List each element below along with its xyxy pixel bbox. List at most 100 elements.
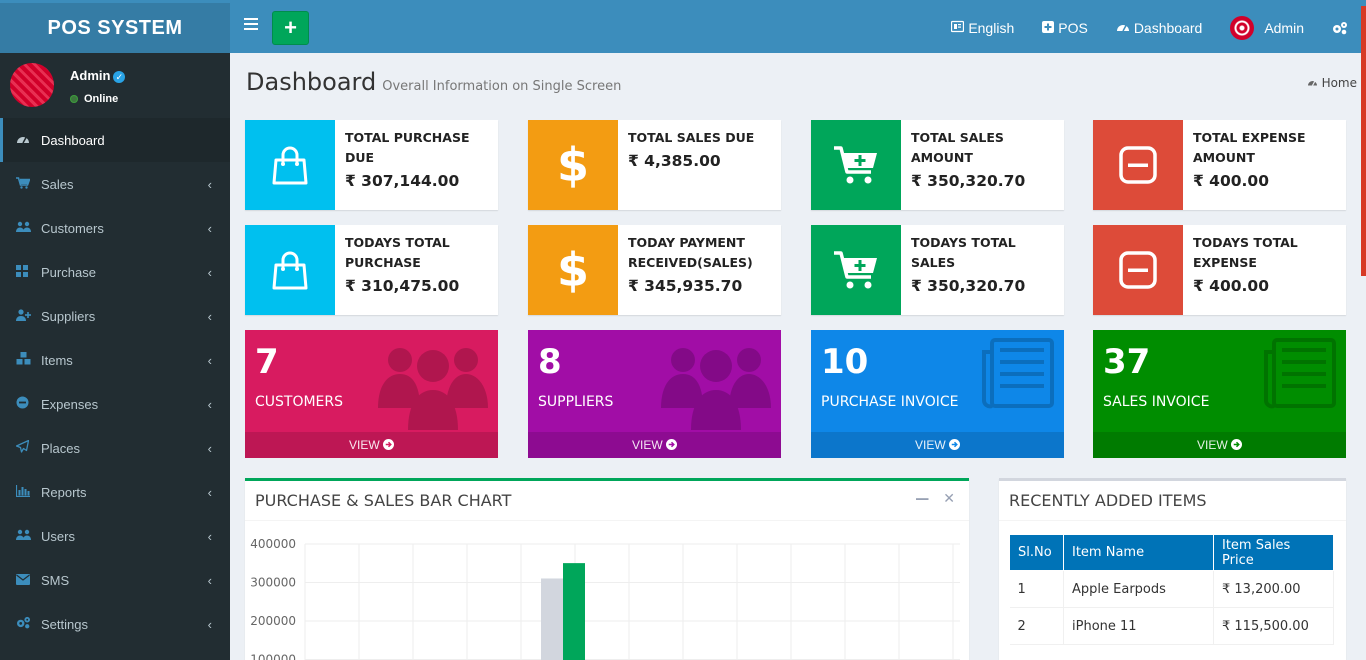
table-header[interactable]: Sl.No (1009, 534, 1064, 571)
info-box-value: ₹ 307,144.00 (345, 172, 460, 190)
user-name: Admin ✓ (70, 68, 126, 83)
main-content: Dashboard Overall Information on Single S… (230, 53, 1361, 660)
sidebar-toggle-icon[interactable] (244, 18, 258, 30)
language-menu[interactable]: English (937, 3, 1028, 53)
sidebar-item-label: SMS (41, 572, 70, 588)
user-status: Online (70, 93, 118, 105)
y-tick-label: 400000 (250, 537, 296, 551)
users-icon (16, 221, 41, 236)
chevron-left-icon: ‹ (207, 396, 212, 412)
stat-box-customers: 7 CUSTOMERS VIEW (245, 330, 498, 458)
flag-icon (951, 20, 965, 36)
chevron-left-icon: ‹ (207, 616, 212, 632)
info-box: TODAYS TOTAL EXPENSE ₹ 400.00 (1093, 225, 1346, 315)
info-box-label: TOTAL SALES DUE ₹ 4,385.00 (628, 128, 775, 174)
dashboard-icon (1307, 76, 1322, 90)
sidebar-item-label: Suppliers (41, 308, 96, 324)
chart-bar (541, 578, 563, 660)
app-logo[interactable]: POS SYSTEM (0, 0, 230, 53)
cubes-icon (16, 352, 41, 368)
user-menu[interactable]: Admin (1216, 3, 1318, 53)
user-plus-icon (16, 308, 41, 324)
pos-label: POS (1058, 20, 1088, 36)
chevron-left-icon: ‹ (207, 528, 212, 544)
chevron-left-icon: ‹ (207, 220, 212, 236)
chevron-left-icon: ‹ (207, 572, 212, 588)
view-link[interactable]: VIEW (811, 432, 1064, 458)
info-box: TODAYS TOTAL SALES ₹ 350,320.70 (811, 225, 1064, 315)
sidebar-item-label: Users (41, 528, 75, 544)
language-label: English (968, 20, 1015, 36)
stat-label: SALES INVOICE (1103, 394, 1210, 410)
sidebar-item-users[interactable]: Users ‹ (0, 514, 230, 558)
info-box-label: TOTAL EXPENSE AMOUNT ₹ 400.00 (1193, 128, 1340, 194)
collapse-icon[interactable]: — (915, 491, 930, 507)
plus-square-icon (1042, 20, 1055, 36)
breadcrumb[interactable]: Home (1307, 76, 1357, 90)
view-link[interactable]: VIEW (528, 432, 781, 458)
close-icon[interactable]: ✕ (943, 491, 955, 507)
svg-text:$: $ (557, 141, 589, 189)
verified-icon: ✓ (113, 71, 126, 83)
sidebar-item-reports[interactable]: Reports ‹ (0, 470, 230, 514)
sidebar-item-label: Purchase (41, 264, 96, 280)
info-box-value: ₹ 400.00 (1193, 277, 1269, 295)
y-tick-label: 200000 (250, 614, 296, 628)
sidebar-item-label: Places (41, 440, 81, 456)
dashboard-icon (16, 133, 41, 148)
page-scrollbar[interactable] (1361, 6, 1366, 276)
table-cell: 2 (1009, 607, 1064, 645)
sidebar-item-label: Settings (41, 616, 88, 632)
sidebar-item-dashboard[interactable]: Dashboard (0, 118, 230, 162)
bar-chart-box-header: PURCHASE & SALES BAR CHART — ✕ (245, 481, 969, 521)
stat-label: PURCHASE INVOICE (821, 394, 959, 410)
cart-plus-icon (811, 225, 901, 315)
y-tick-label: 300000 (250, 576, 296, 590)
info-box-value: ₹ 4,385.00 (628, 152, 721, 170)
bar-chart-title: PURCHASE & SALES BAR CHART (255, 491, 512, 510)
stat-box-sales-invoice: 37 SALES INVOICE VIEW (1093, 330, 1346, 458)
info-box-value: ₹ 345,935.70 (628, 277, 743, 295)
dashboard-link[interactable]: Dashboard (1102, 3, 1217, 53)
status-dot-icon (70, 95, 78, 103)
users-icon (378, 338, 488, 435)
stat-count: 7 (255, 342, 279, 382)
table-cell: ₹ 115,500.00 (1213, 607, 1334, 645)
sidebar-item-sms[interactable]: SMS ‹ (0, 558, 230, 602)
chevron-left-icon: ‹ (207, 264, 212, 280)
envelope-icon (16, 573, 41, 588)
table-cell: ₹ 13,200.00 (1213, 570, 1334, 608)
minus-square-icon (1093, 225, 1183, 315)
view-link[interactable]: VIEW (245, 432, 498, 458)
sidebar-item-sales[interactable]: Sales ‹ (0, 162, 230, 206)
shopping-bag-icon (245, 225, 335, 315)
sidebar-item-label: Expenses (41, 396, 99, 412)
view-link[interactable]: VIEW (1093, 432, 1346, 458)
sidebar-item-label: Dashboard (41, 132, 105, 148)
dollar-icon: $ (528, 225, 618, 315)
info-box-value: ₹ 350,320.70 (911, 172, 1026, 190)
add-button[interactable]: + (272, 11, 309, 45)
user-panel: Admin ✓ Online (0, 53, 230, 118)
avatar (1230, 16, 1255, 40)
dashboard-nav-label: Dashboard (1133, 20, 1203, 36)
sidebar-item-items[interactable]: Items ‹ (0, 338, 230, 382)
table-header[interactable]: Item Name (1063, 534, 1214, 571)
info-box-label: TOTAL PURCHASE DUE ₹ 307,144.00 (345, 128, 492, 194)
table-header[interactable]: Item Sales Price (1213, 534, 1334, 571)
cart-plus-icon (811, 120, 901, 210)
sidebar-item-expenses[interactable]: Expenses ‹ (0, 382, 230, 426)
gears-icon[interactable] (1318, 3, 1366, 53)
pos-link[interactable]: POS (1028, 3, 1102, 53)
sidebar-item-purchase[interactable]: Purchase ‹ (0, 250, 230, 294)
stat-count: 10 (821, 342, 869, 382)
page-subtitle: Overall Information on Single Screen (382, 79, 622, 94)
table-cell: Apple Earpods (1063, 570, 1214, 608)
sidebar-item-label: Sales (41, 176, 74, 192)
arrow-circle-right-icon (1231, 438, 1242, 452)
navbar-right: English POS Dashboard Admin (937, 3, 1366, 53)
sidebar-item-places[interactable]: Places ‹ (0, 426, 230, 470)
sidebar-item-customers[interactable]: Customers ‹ (0, 206, 230, 250)
sidebar-item-settings[interactable]: Settings ‹ (0, 602, 230, 646)
sidebar-item-suppliers[interactable]: Suppliers ‹ (0, 294, 230, 338)
